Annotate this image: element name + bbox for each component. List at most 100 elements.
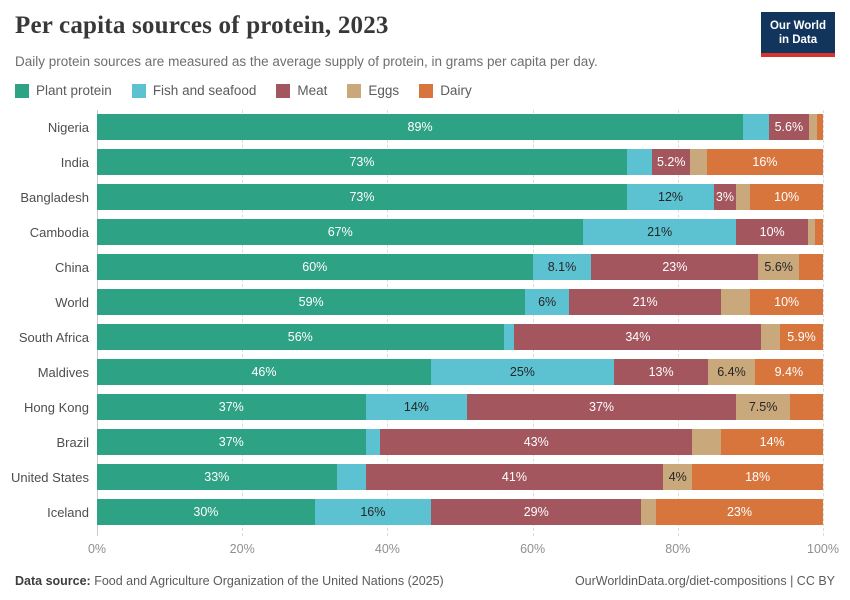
row-label-china: China (55, 260, 89, 275)
stacked-bar-chart: Nigeria 89% 5.6% India 73% 5.2% 16% Bangladesh 7… (11, 110, 824, 552)
segment-value-label: 34% (625, 330, 651, 344)
segment-dairy[interactable]: 16% (706, 149, 823, 175)
segment-value-label: 10% (774, 295, 800, 309)
segment-dairy[interactable]: 23% (656, 499, 823, 525)
legend-swatch-icon (347, 83, 362, 98)
segment-meat[interactable]: 21% (568, 289, 722, 315)
legend-item-plant-protein: Plant protein (15, 83, 112, 98)
segment-plant-protein[interactable]: 33% (97, 464, 337, 490)
segment-meat[interactable]: 10% (735, 219, 809, 245)
segment-meat[interactable]: 5.6% (768, 114, 810, 140)
segment-value-label: 25% (509, 365, 535, 379)
legend-item-eggs: Eggs (347, 83, 399, 98)
legend-swatch-icon (276, 83, 291, 98)
segment-meat[interactable]: 29% (430, 499, 642, 525)
segment-value-label: 10% (759, 225, 785, 239)
segment-value-label: 8.1% (547, 260, 577, 274)
segment-fish-and-seafood[interactable] (503, 324, 515, 350)
segment-plant-protein[interactable]: 60% (97, 254, 533, 280)
legend: Plant protein Fish and seafood Meat Eggs Dai… (15, 83, 472, 98)
segment-plant-protein[interactable]: 30% (97, 499, 315, 525)
segment-eggs[interactable]: 7.5% (735, 394, 791, 420)
segment-value-label: 21% (647, 225, 673, 239)
segment-dairy[interactable]: 14% (721, 429, 823, 455)
bar-iceland: 30% 16% 29% 23% (97, 499, 823, 525)
segment-plant-protein[interactable]: 37% (97, 394, 366, 420)
segment-value-label: 7.5% (748, 400, 778, 414)
segment-dairy[interactable]: 18% (692, 464, 823, 490)
row-label-united-states: United States (10, 470, 89, 485)
segment-meat[interactable]: 37% (467, 394, 736, 420)
segment-value-label: 56% (287, 330, 313, 344)
segment-eggs[interactable] (641, 499, 656, 525)
segment-fish-and-seafood[interactable] (336, 464, 366, 490)
segment-value-label: 30% (193, 505, 219, 519)
x-tick-40: 40% (374, 542, 400, 556)
segment-fish-and-seafood[interactable]: 6% (525, 289, 569, 315)
segment-eggs[interactable] (809, 114, 818, 140)
segment-eggs[interactable] (808, 219, 815, 245)
segment-plant-protein[interactable]: 73% (97, 184, 627, 210)
bar-hong-kong: 37% 14% 37% 7.5% (97, 394, 823, 420)
segment-plant-protein[interactable]: 59% (97, 289, 526, 315)
segment-dairy[interactable] (817, 114, 823, 140)
row-label-hong-kong: Hong Kong (23, 400, 89, 415)
segment-fish-and-seafood[interactable]: 16% (314, 499, 431, 525)
segment-dairy[interactable]: 10% (750, 289, 823, 315)
segment-eggs[interactable] (761, 324, 781, 350)
segment-value-label: 43% (523, 435, 549, 449)
segment-dairy[interactable]: 10% (750, 184, 823, 210)
row-label-nigeria: Nigeria (47, 120, 89, 135)
segment-plant-protein[interactable]: 67% (97, 219, 584, 245)
segment-plant-protein[interactable]: 37% (97, 429, 366, 455)
segment-eggs[interactable] (692, 429, 722, 455)
segment-fish-and-seafood[interactable]: 12% (626, 184, 715, 210)
segment-meat[interactable]: 3% (714, 184, 736, 210)
segment-fish-and-seafood[interactable] (743, 114, 769, 140)
segment-eggs[interactable] (690, 149, 707, 175)
segment-fish-and-seafood[interactable]: 25% (430, 359, 614, 385)
segment-dairy[interactable] (799, 254, 823, 280)
row-label-bangladesh: Bangladesh (20, 190, 89, 205)
segment-plant-protein[interactable]: 46% (97, 359, 431, 385)
segment-plant-protein[interactable]: 56% (97, 324, 504, 350)
footer: Data source: Food and Agriculture Organi… (15, 574, 835, 588)
segment-dairy[interactable]: 5.9% (780, 324, 823, 350)
segment-eggs[interactable]: 4% (663, 464, 693, 490)
segment-eggs[interactable] (721, 289, 751, 315)
segment-meat[interactable]: 41% (365, 464, 664, 490)
segment-value-label: 6.4% (717, 365, 746, 379)
plot-area (97, 110, 824, 536)
gridline-40 (387, 110, 389, 536)
segment-eggs[interactable] (735, 184, 751, 210)
segment-value-label: 6% (538, 295, 557, 309)
segment-plant-protein[interactable]: 89% (97, 114, 744, 140)
legend-label: Plant protein (36, 83, 112, 98)
chart-row-china: China 60% 8.1% 23% 5.6% (55, 250, 823, 285)
segment-value-label: 18% (745, 470, 771, 484)
segment-value-label: 13% (648, 365, 674, 379)
segment-meat[interactable]: 5.2% (652, 149, 691, 175)
segment-meat[interactable]: 34% (514, 324, 762, 350)
segment-eggs[interactable]: 5.6% (758, 254, 799, 280)
segment-fish-and-seafood[interactable]: 14% (365, 394, 468, 420)
segment-dairy[interactable]: 9.4% (754, 359, 823, 385)
segment-value-label: 59% (298, 295, 324, 309)
segment-dairy[interactable] (790, 394, 823, 420)
segment-meat[interactable]: 13% (613, 359, 709, 385)
segment-plant-protein[interactable]: 73% (97, 149, 627, 175)
segment-fish-and-seafood[interactable] (365, 429, 381, 455)
x-tick-60: 60% (520, 542, 546, 556)
segment-meat[interactable]: 43% (380, 429, 693, 455)
segment-fish-and-seafood[interactable] (626, 149, 653, 175)
segment-value-label: 4% (668, 470, 687, 484)
segment-eggs[interactable]: 6.4% (708, 359, 755, 385)
segment-fish-and-seafood[interactable]: 8.1% (532, 254, 592, 280)
segment-fish-and-seafood[interactable]: 21% (583, 219, 736, 245)
segment-dairy[interactable] (814, 219, 823, 245)
segment-value-label: 9.4% (774, 365, 804, 379)
segment-value-label: 37% (218, 400, 244, 414)
segment-meat[interactable]: 23% (591, 254, 759, 280)
chart-row-hong-kong: Hong Kong 37% 14% 37% 7.5% (24, 390, 823, 425)
credit-link[interactable]: OurWorldinData.org/diet-compositions | C… (574, 574, 835, 588)
